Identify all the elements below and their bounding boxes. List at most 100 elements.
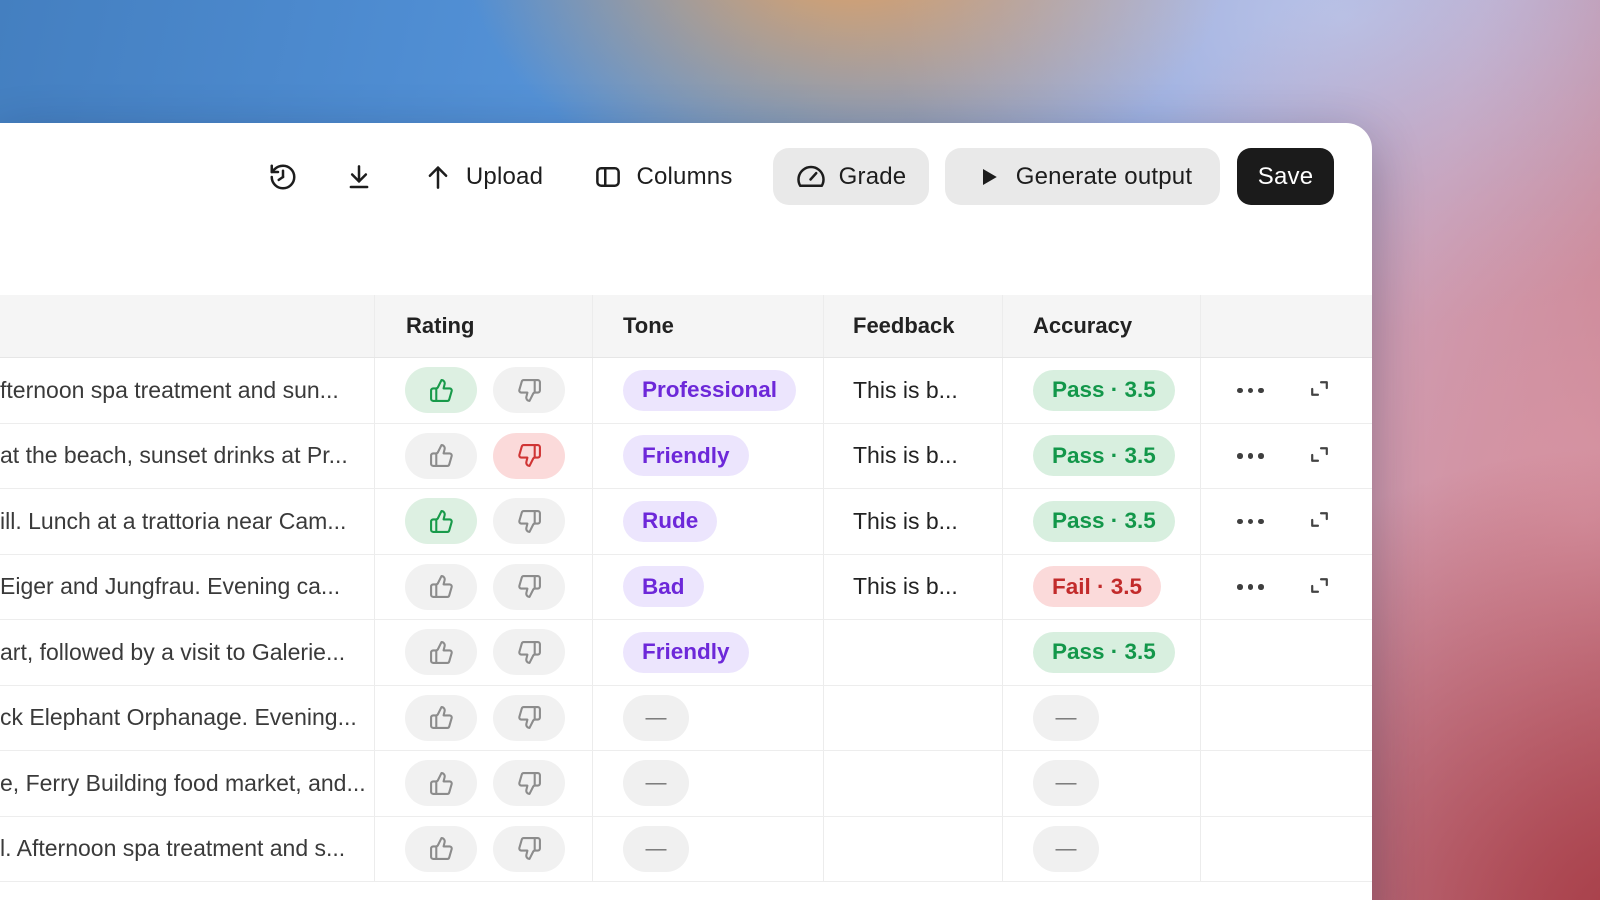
data-table: Rating Tone Feedback Accuracy fternoon s… [0, 295, 1372, 882]
thumbs-up-button[interactable] [405, 563, 477, 610]
thumbs-up-button[interactable] [405, 760, 477, 807]
row-menu-button[interactable] [1235, 382, 1266, 400]
thumbs-up-button[interactable] [405, 825, 477, 872]
thumbs-down-button[interactable] [493, 694, 565, 741]
accuracy-badge[interactable]: Pass · 3.5 [1033, 369, 1175, 411]
feedback-cell[interactable] [823, 816, 1002, 881]
thumbs-up-icon [429, 575, 453, 599]
thumbs-down-icon [517, 575, 541, 599]
rating-cell [374, 489, 592, 554]
rating-cell [374, 620, 592, 685]
feedback-text: This is b... [853, 376, 958, 403]
itinerary-cell[interactable]: e, Ferry Building food market, and... [0, 751, 374, 816]
accuracy-empty-badge[interactable]: — [1033, 760, 1099, 807]
expand-row-button[interactable] [1305, 571, 1334, 603]
thumbs-up-button[interactable] [405, 367, 477, 414]
accuracy-empty-badge[interactable]: — [1033, 694, 1099, 741]
upload-arrow-icon [428, 165, 448, 189]
tone-badge[interactable]: Friendly [623, 631, 749, 673]
upload-button[interactable]: Upload [413, 148, 553, 205]
row-menu-button[interactable] [1235, 578, 1266, 596]
itinerary-cell[interactable]: ill. Lunch at a trattoria near Cam... [0, 489, 374, 554]
app-window: Upload Columns Grade Generate output [0, 123, 1372, 900]
itinerary-cell[interactable]: ck Elephant Orphanage. Evening... [0, 686, 374, 751]
thumbs-up-button[interactable] [405, 694, 477, 741]
itinerary-cell[interactable]: at the beach, sunset drinks at Pr... [0, 424, 374, 489]
feedback-cell[interactable]: This is b... [823, 423, 1002, 488]
accuracy-badge[interactable]: Pass · 3.5 [1033, 500, 1175, 542]
table-row: ck Elephant Orphanage. Evening... — — [0, 685, 1372, 751]
accuracy-badge[interactable]: Pass · 3.5 [1033, 631, 1175, 673]
download-button[interactable] [334, 148, 384, 205]
save-button[interactable]: Save [1237, 148, 1334, 205]
history-button[interactable] [258, 148, 308, 205]
expand-row-button[interactable] [1305, 505, 1334, 537]
itinerary-cell[interactable]: fternoon spa treatment and sun... [0, 358, 374, 423]
tone-badge[interactable]: Rude [623, 500, 718, 542]
expand-icon [1311, 577, 1328, 593]
thumbs-down-button[interactable] [493, 432, 565, 479]
generate-output-label: Generate output [1015, 162, 1193, 190]
tone-empty-badge[interactable]: — [623, 694, 689, 741]
row-menu-button[interactable] [1235, 447, 1266, 465]
accuracy-badge[interactable]: Pass · 3.5 [1033, 435, 1175, 477]
tone-badge[interactable]: Friendly [623, 435, 749, 477]
thumbs-down-button[interactable] [493, 498, 565, 545]
tone-badge[interactable]: Bad [623, 566, 704, 608]
grade-button[interactable]: Grade [773, 148, 929, 205]
thumbs-up-icon [429, 640, 453, 664]
table-row: art, followed by a visit to Galerie... F… [0, 620, 1372, 686]
columns-button[interactable]: Columns [583, 148, 743, 205]
table-header-row: Rating Tone Feedback Accuracy [0, 295, 1372, 358]
row-text: ill. Lunch at a trattoria near Cam... [0, 507, 347, 534]
thumbs-down-button[interactable] [493, 563, 565, 610]
itinerary-cell[interactable]: l. Afternoon spa treatment and s... [0, 817, 374, 882]
row-menu-button[interactable] [1235, 513, 1266, 531]
thumbs-down-button[interactable] [493, 760, 565, 807]
feedback-cell[interactable] [823, 620, 1002, 685]
header-accuracy[interactable]: Accuracy [1002, 295, 1200, 357]
feedback-cell[interactable] [823, 751, 1002, 816]
accuracy-empty-badge[interactable]: — [1033, 825, 1099, 872]
feedback-cell[interactable]: This is b... [823, 358, 1002, 423]
tone-badge[interactable]: Professional [623, 369, 797, 411]
itinerary-cell[interactable]: art, followed by a visit to Galerie... [0, 620, 374, 685]
download-icon [349, 164, 369, 188]
thumbs-down-button[interactable] [493, 825, 565, 872]
row-text: art, followed by a visit to Galerie... [0, 638, 346, 665]
thumbs-up-button[interactable] [405, 432, 477, 479]
actions-cell [1200, 358, 1372, 423]
feedback-cell[interactable]: This is b... [823, 489, 1002, 554]
thumbs-up-icon [429, 837, 453, 861]
generate-output-button[interactable]: Generate output [945, 148, 1220, 205]
accuracy-cell: Pass · 3.5 [1002, 358, 1200, 423]
header-tone[interactable]: Tone [592, 295, 823, 357]
tone-empty-badge[interactable]: — [623, 760, 689, 807]
itinerary-cell[interactable]: Eiger and Jungfrau. Evening ca... [0, 555, 374, 620]
feedback-cell[interactable]: This is b... [823, 554, 1002, 619]
expand-icon [1311, 381, 1328, 397]
expand-row-button[interactable] [1305, 374, 1334, 406]
header-rating[interactable]: Rating [374, 295, 592, 357]
accuracy-cell: — [1002, 816, 1200, 881]
expand-row-button[interactable] [1305, 440, 1334, 472]
gauge-icon [796, 165, 825, 187]
thumbs-down-icon [517, 771, 541, 795]
header-feedback[interactable]: Feedback [823, 295, 1002, 357]
thumbs-up-button[interactable] [405, 498, 477, 545]
actions-cell [1200, 489, 1372, 554]
thumbs-up-button[interactable] [405, 629, 477, 676]
accuracy-badge[interactable]: Fail · 3.5 [1033, 566, 1162, 608]
row-text: Eiger and Jungfrau. Evening ca... [0, 573, 341, 600]
tone-empty-badge[interactable]: — [623, 825, 689, 872]
thumbs-down-button[interactable] [493, 629, 565, 676]
rating-cell [374, 685, 592, 750]
feedback-cell[interactable] [823, 685, 1002, 750]
table-row: at the beach, sunset drinks at Pr... Fri… [0, 423, 1372, 489]
thumbs-down-button[interactable] [493, 367, 565, 414]
thumbs-down-icon [517, 837, 541, 861]
tone-cell: Rude [592, 489, 823, 554]
table-row: fternoon spa treatment and sun... Profes… [0, 358, 1372, 424]
feedback-text: This is b... [853, 573, 958, 600]
tone-cell: — [592, 751, 823, 816]
